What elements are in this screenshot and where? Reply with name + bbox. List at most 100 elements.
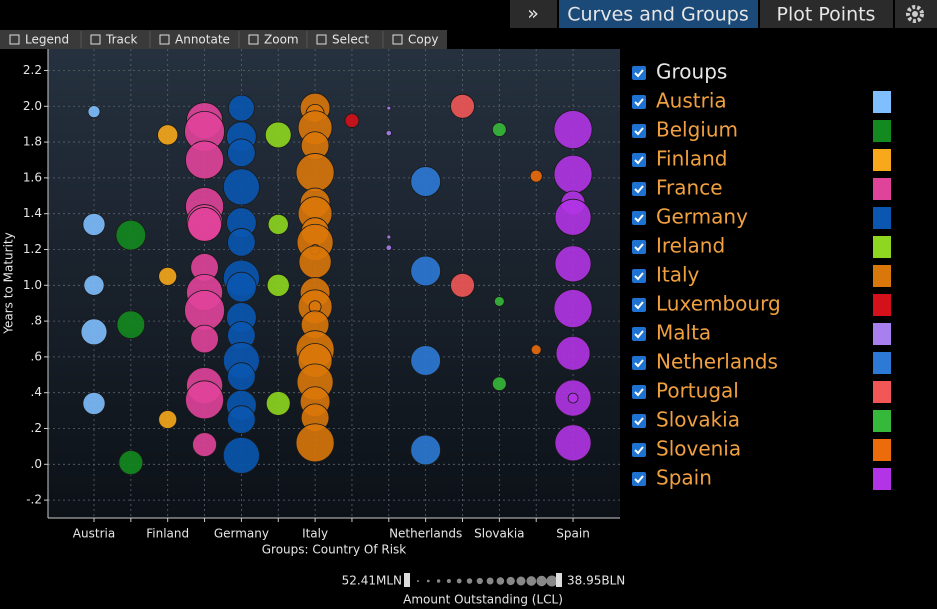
- bubble[interactable]: [267, 213, 289, 235]
- legend-label[interactable]: Portugal: [656, 379, 739, 403]
- legend-item[interactable]: Slovenia: [632, 437, 891, 462]
- legend-label[interactable]: Ireland: [656, 234, 725, 258]
- legend-item[interactable]: Slovakia: [632, 408, 891, 433]
- tab[interactable]: [760, 0, 893, 28]
- bubble[interactable]: [87, 105, 101, 119]
- bubble[interactable]: [80, 318, 108, 346]
- tab-label[interactable]: Curves and Groups: [567, 4, 749, 26]
- bubble[interactable]: [493, 296, 505, 307]
- legend-label[interactable]: Slovakia: [656, 408, 740, 432]
- legend-label[interactable]: Netherlands: [656, 350, 778, 374]
- bubble[interactable]: [410, 434, 441, 466]
- bubble[interactable]: [385, 129, 392, 137]
- checkbox[interactable]: [632, 298, 646, 312]
- bubble[interactable]: [116, 310, 146, 339]
- checkbox[interactable]: [632, 153, 646, 167]
- toolbar-button[interactable]: Select: [306, 31, 369, 48]
- bubble[interactable]: [410, 166, 441, 197]
- bubble[interactable]: [187, 207, 222, 242]
- bubble[interactable]: [491, 376, 507, 392]
- bubble[interactable]: [450, 272, 475, 298]
- bubble[interactable]: [227, 138, 256, 168]
- bubble[interactable]: [82, 391, 106, 415]
- legend-item[interactable]: Spain: [632, 466, 891, 491]
- checkbox[interactable]: [632, 211, 646, 225]
- bubble[interactable]: [450, 93, 475, 119]
- bubble[interactable]: [385, 244, 392, 251]
- bubble[interactable]: [295, 423, 335, 463]
- checkbox[interactable]: [632, 414, 646, 428]
- bubble[interactable]: [410, 255, 441, 287]
- legend-label[interactable]: Germany: [656, 205, 748, 229]
- bubble[interactable]: [530, 344, 542, 356]
- toolbar-label[interactable]: Annotate: [175, 33, 230, 47]
- legend-item[interactable]: Luxembourg: [632, 292, 891, 317]
- toolbar-label[interactable]: Legend: [25, 33, 69, 47]
- bubble[interactable]: [227, 228, 256, 257]
- bubble[interactable]: [158, 266, 178, 286]
- bubble[interactable]: [228, 94, 255, 122]
- bubble[interactable]: [554, 198, 592, 236]
- toolbar-label[interactable]: Track: [105, 33, 137, 47]
- bubble[interactable]: [227, 362, 256, 391]
- legend-label[interactable]: France: [656, 176, 723, 200]
- checkbox[interactable]: [632, 269, 646, 283]
- tab-label[interactable]: Plot Points: [777, 4, 876, 26]
- legend-label[interactable]: Spain: [656, 466, 712, 490]
- bubble[interactable]: [264, 121, 292, 149]
- bubble[interactable]: [553, 154, 593, 194]
- bubble[interactable]: [266, 273, 290, 297]
- bubble[interactable]: [298, 245, 332, 279]
- bubble[interactable]: [226, 271, 257, 303]
- legend-label[interactable]: Luxembourg: [656, 292, 781, 316]
- checkbox[interactable]: [632, 240, 646, 254]
- size-slider[interactable]: [404, 573, 410, 587]
- legend-item[interactable]: France: [632, 176, 891, 201]
- checkbox[interactable]: [632, 443, 646, 457]
- checkbox[interactable]: [632, 472, 646, 486]
- legend-label[interactable]: Finland: [656, 147, 727, 171]
- legend-item[interactable]: Germany: [632, 205, 891, 230]
- checkbox[interactable]: [632, 327, 646, 341]
- checkbox[interactable]: [632, 95, 646, 109]
- legend-label[interactable]: Austria: [656, 89, 727, 113]
- legend-item[interactable]: Groups: [632, 60, 727, 84]
- checkbox[interactable]: [632, 385, 646, 399]
- bubble[interactable]: [553, 289, 593, 329]
- bubble[interactable]: [158, 410, 178, 429]
- bubble[interactable]: [554, 424, 592, 462]
- legend-label[interactable]: Malta: [656, 321, 711, 345]
- toolbar-button[interactable]: Zoom: [238, 31, 299, 48]
- bubble[interactable]: [222, 436, 260, 474]
- checkbox[interactable]: [632, 66, 646, 80]
- bubble[interactable]: [555, 335, 591, 371]
- size-slider[interactable]: [556, 573, 562, 587]
- legend-label[interactable]: Italy: [656, 263, 700, 287]
- bubble[interactable]: [115, 219, 147, 251]
- bubble[interactable]: [386, 234, 392, 240]
- bubble[interactable]: [185, 140, 225, 180]
- legend-label[interactable]: Belgium: [656, 118, 738, 142]
- legend-item[interactable]: Malta: [632, 321, 891, 346]
- bubble[interactable]: [567, 392, 579, 404]
- bubble[interactable]: [118, 450, 144, 475]
- legend-item[interactable]: Finland: [632, 147, 891, 172]
- checkbox[interactable]: [632, 124, 646, 138]
- bubble[interactable]: [491, 122, 507, 137]
- tab-label[interactable]: »: [527, 3, 539, 25]
- legend-item[interactable]: Netherlands: [632, 350, 891, 375]
- legend-item[interactable]: Austria: [632, 89, 891, 114]
- bubble[interactable]: [185, 380, 225, 420]
- tab[interactable]: [559, 0, 758, 28]
- toolbar-button[interactable]: Track: [80, 31, 137, 48]
- bubble[interactable]: [82, 212, 106, 236]
- bubble[interactable]: [83, 274, 105, 296]
- bubble[interactable]: [554, 245, 592, 283]
- bubble[interactable]: [344, 113, 360, 128]
- settings-button[interactable]: [895, 0, 937, 28]
- toolbar-label[interactable]: Zoom: [264, 33, 299, 47]
- legend-title[interactable]: Groups: [656, 60, 727, 84]
- legend-item[interactable]: Ireland: [632, 234, 891, 259]
- tab[interactable]: [510, 0, 557, 28]
- bubble[interactable]: [190, 324, 219, 354]
